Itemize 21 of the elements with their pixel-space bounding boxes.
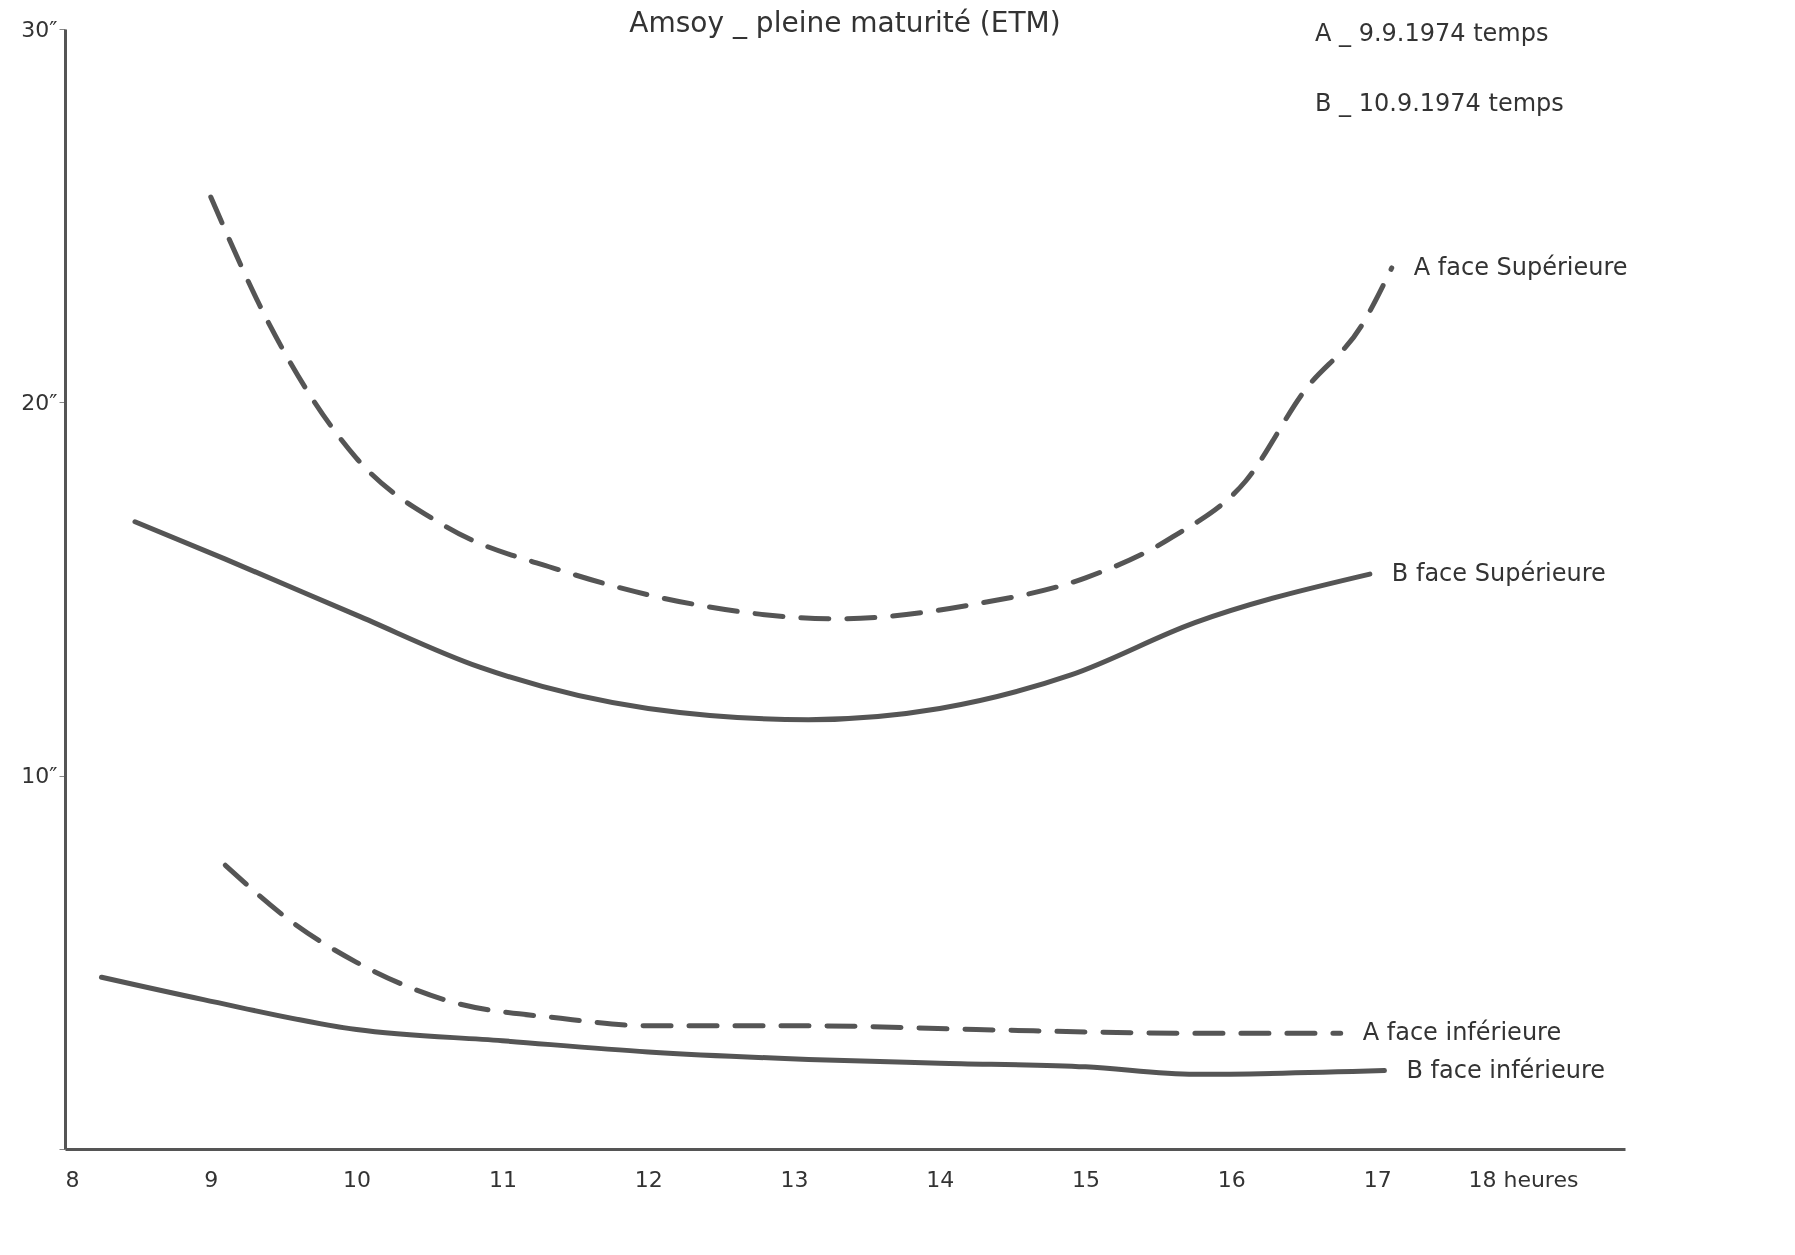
series-label: B face Supérieure xyxy=(1391,559,1606,588)
series-label: B face inférieure xyxy=(1406,1055,1605,1084)
annotation: B _ 10.9.1974 temps xyxy=(1315,89,1564,117)
y-tick-label: 10″ xyxy=(21,763,58,789)
series-label: A face Supérieure xyxy=(1413,252,1628,281)
annotation: A _ 9.9.1974 temps xyxy=(1315,19,1549,47)
x-tick-label: 11 xyxy=(488,1166,517,1192)
chart-title: Amsoy _ pleine maturité (ETM) xyxy=(629,6,1061,39)
x-tick-label: 16 xyxy=(1217,1166,1246,1192)
x-tick-label: 9 xyxy=(204,1166,219,1192)
x-tick-label: 15 xyxy=(1072,1166,1101,1192)
x-tick-label: 17 xyxy=(1363,1166,1392,1192)
x-tick-label: 10 xyxy=(343,1166,372,1192)
y-tick-label: 20″ xyxy=(21,389,58,415)
x-tick-label: 8 xyxy=(65,1166,80,1192)
series-label: A face inférieure xyxy=(1362,1018,1562,1047)
x-tick-label: 13 xyxy=(780,1166,809,1192)
x-tick-label: 18 heures xyxy=(1468,1166,1579,1192)
y-tick-label: 30″ xyxy=(21,16,58,42)
x-tick-label: 14 xyxy=(926,1166,955,1192)
x-tick-label: 12 xyxy=(634,1166,663,1192)
